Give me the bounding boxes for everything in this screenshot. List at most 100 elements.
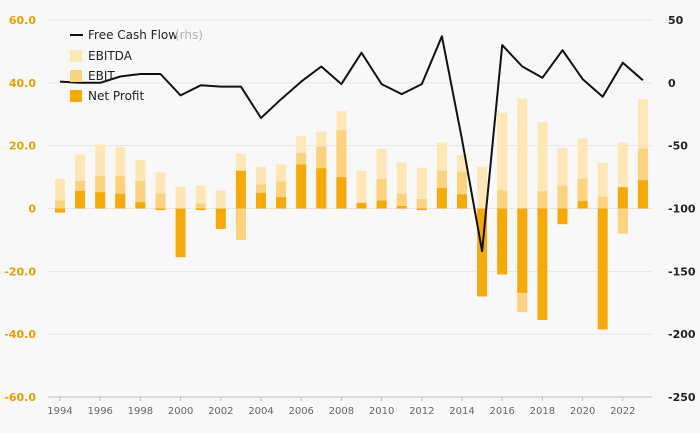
bar-net-profit-1999 [155, 208, 166, 211]
x-tick-label: 2014 [449, 406, 474, 417]
bar-net-profit-2009 [356, 202, 367, 209]
bar-net-profit-2003 [235, 170, 246, 209]
legend-fcf-suffix: (rhs) [175, 28, 203, 42]
right-tick-label: 0 [668, 77, 676, 90]
bar-ebit-1998 [135, 180, 146, 209]
bar-ebit-1994 [55, 200, 65, 209]
bar-net-profit-2011 [396, 205, 407, 209]
x-tick-label: 1994 [47, 406, 72, 417]
legend-fcf-label: Free Cash Flow [88, 28, 178, 42]
bar-ebitda-2015 [477, 166, 488, 209]
bars [55, 98, 648, 330]
bar-net-profit-2020 [577, 201, 588, 209]
bar-ebit-2016 [497, 190, 508, 209]
legend-ebit-label: EBIT [88, 69, 115, 83]
bar-ebitda-2021 [597, 162, 608, 209]
left-tick-label: 20.0 [9, 140, 36, 153]
bar-net-profit-2013 [436, 188, 447, 209]
bar-ebit-2005 [276, 181, 287, 209]
bar-net-profit-2005 [276, 197, 287, 209]
legend-ebit-swatch [70, 70, 82, 82]
x-tick-label: 2006 [288, 406, 313, 417]
x-tick-label: 2002 [208, 406, 233, 417]
bar-ebitda-2012 [416, 167, 427, 209]
bar-net-profit-2014 [457, 194, 467, 209]
bar-ebit-2001 [195, 203, 206, 209]
bar-ebitda-1994 [55, 178, 65, 209]
bar-ebit-2012 [416, 199, 427, 209]
bar-net-profit-2002 [215, 208, 226, 229]
bar-net-profit-2008 [336, 177, 347, 209]
x-tick-label: 1996 [87, 406, 112, 417]
bar-net-profit-1996 [95, 192, 106, 209]
x-tick-label: 2020 [570, 406, 595, 417]
left-tick-label: -20.0 [4, 265, 36, 278]
legend: Free Cash Flow (rhs) EBITDA EBIT Net Pro… [70, 28, 203, 103]
left-tick-label: 40.0 [9, 77, 36, 90]
bar-net-profit-1994 [55, 208, 65, 213]
bar-net-profit-2001 [195, 208, 206, 211]
x-tick-label: 2018 [530, 406, 555, 417]
bar-ebit-2023 [637, 148, 648, 209]
right-tick-label: -100 [668, 203, 696, 216]
bar-ebit-2020 [577, 178, 588, 209]
bar-ebitda-2019 [557, 147, 568, 209]
bar-net-profit-2000 [175, 208, 186, 258]
bar-ebit-2022 [617, 208, 628, 234]
bar-ebit-2008 [336, 129, 347, 209]
bar-net-profit-2022 [617, 187, 628, 209]
bar-net-profit-2017 [517, 208, 528, 293]
legend-net-profit-label: Net Profit [88, 89, 144, 103]
x-axis-ticks: 1994 1996 1998 2000 2002 2004 2006 2008 2010 2012… [47, 397, 636, 417]
bar-ebit-2018 [537, 191, 548, 209]
legend-net-profit-swatch [70, 90, 82, 102]
bar-ebitda-2011 [396, 162, 407, 209]
bar-net-profit-2016 [497, 208, 508, 275]
bar-net-profit-1997 [115, 193, 126, 209]
bar-net-profit-2004 [256, 192, 266, 209]
left-tick-label: 60.0 [9, 14, 36, 27]
bar-net-profit-1995 [75, 190, 86, 209]
x-tick-label: 1998 [128, 406, 153, 417]
bar-ebitda-2016 [497, 112, 508, 209]
bar-ebit-2010 [376, 178, 387, 209]
x-tick-label: 2012 [409, 406, 434, 417]
bar-ebitda-2022 [617, 142, 628, 209]
legend-ebitda-label: EBITDA [88, 49, 133, 63]
legend-ebitda-swatch [70, 50, 82, 62]
bar-ebitda-2010 [376, 148, 387, 209]
left-tick-label: -60.0 [4, 391, 36, 404]
right-tick-label: 50 [668, 14, 684, 27]
bar-ebitda-2020 [577, 138, 588, 209]
bar-net-profit-1998 [135, 202, 146, 209]
x-tick-label: 2010 [369, 406, 394, 417]
right-axis-ticks: 50 0 -50 -100 -150 -200 -250 [668, 14, 696, 404]
x-tick-label: 2022 [610, 406, 635, 417]
x-tick-label: 2016 [489, 406, 514, 417]
bar-ebitda-2000 [175, 186, 186, 209]
bar-ebit-2003 [235, 208, 246, 240]
left-tick-label: 0 [28, 203, 36, 216]
bar-ebitda-2018 [537, 122, 548, 209]
right-tick-label: -150 [668, 265, 696, 278]
left-axis-ticks: 60.0 40.0 20.0 0 -20.0 -40.0 -60.0 [4, 14, 36, 404]
bar-net-profit-2019 [557, 208, 568, 225]
bar-net-profit-2007 [316, 168, 327, 209]
grid-lines [48, 19, 652, 398]
right-tick-label: -250 [668, 391, 696, 404]
bar-ebit-1999 [155, 193, 166, 209]
x-tick-label: 2004 [248, 406, 273, 417]
bar-ebit-2021 [597, 196, 608, 209]
x-tick-label: 2008 [329, 406, 354, 417]
fcf-line-group [59, 35, 644, 253]
bar-ebitda-2009 [356, 170, 367, 209]
right-tick-label: -50 [668, 140, 688, 153]
x-tick-label: 2000 [168, 406, 193, 417]
bar-net-profit-2010 [376, 200, 387, 209]
bar-ebit-2019 [557, 185, 568, 209]
bar-ebitda-1999 [155, 172, 166, 209]
bar-ebit-2014 [457, 171, 467, 209]
right-tick-label: -200 [668, 328, 696, 341]
bar-net-profit-2021 [597, 208, 608, 330]
